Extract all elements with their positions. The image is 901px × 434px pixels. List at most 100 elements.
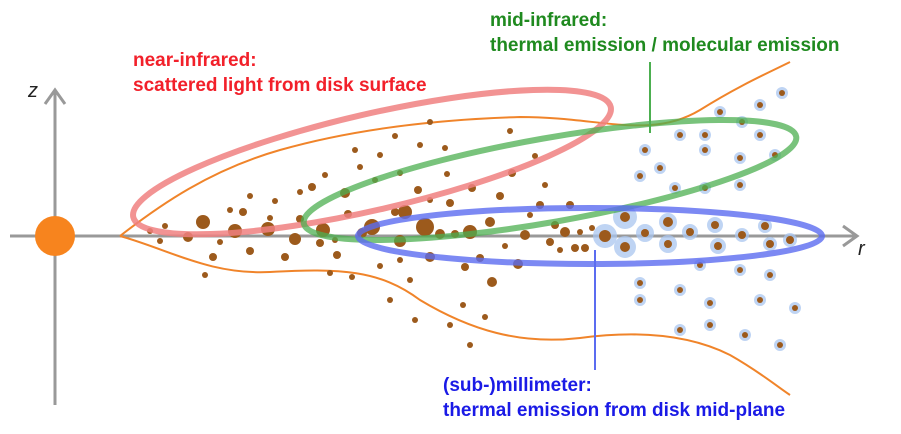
dust-grain	[571, 244, 579, 252]
dust-grain	[482, 314, 488, 320]
dust-grain	[447, 322, 453, 328]
dust-grain	[407, 277, 413, 283]
dust-grain	[589, 225, 595, 231]
dust-grain	[560, 227, 570, 237]
dust-grain	[162, 223, 168, 229]
dust-grain	[707, 322, 713, 328]
dust-grain	[717, 109, 723, 115]
dust-grain	[757, 297, 763, 303]
dust-grain	[767, 272, 773, 278]
r-axis-label: r	[858, 238, 865, 260]
dust-grain	[272, 198, 278, 204]
r-axis-arrow-icon	[842, 224, 860, 248]
submillimeter-label: (sub-)millimeter: thermal emission from …	[443, 373, 785, 423]
dust-grain	[520, 230, 530, 240]
dust-grain	[467, 342, 473, 348]
z-axis-label: z	[28, 80, 38, 102]
near-infrared-title: near-infrared:	[133, 50, 257, 71]
dust-grain	[542, 182, 548, 188]
near-infrared-label: near-infrared: scattered light from disk…	[133, 48, 427, 98]
dust-grain	[786, 236, 794, 244]
dust-grain	[485, 217, 495, 227]
dust-grain	[620, 242, 630, 252]
dust-grain	[461, 263, 469, 271]
dust-grain	[557, 247, 563, 253]
dust-grain	[281, 253, 289, 261]
dust-grain	[737, 182, 743, 188]
dust-grain	[641, 229, 649, 237]
dust-grain	[196, 215, 210, 229]
dust-grain	[392, 133, 398, 139]
dust-grain	[227, 207, 233, 213]
dust-grain	[507, 128, 513, 134]
z-axis-arrow-icon	[43, 87, 67, 105]
dust-grain	[761, 222, 769, 230]
dust-grain	[446, 199, 454, 207]
dust-grain	[387, 297, 393, 303]
dust-grain	[737, 155, 743, 161]
dust-grain	[677, 132, 683, 138]
dust-grain	[377, 263, 383, 269]
dust-grain	[352, 147, 358, 153]
dust-grain	[742, 332, 748, 338]
dust-grain	[707, 300, 713, 306]
dust-grain	[442, 145, 448, 151]
dust-grain	[349, 274, 355, 280]
dust-grain	[779, 90, 785, 96]
dust-grain	[702, 132, 708, 138]
dust-grain	[157, 238, 163, 244]
dust-grain	[412, 317, 418, 323]
dust-grain	[308, 183, 316, 191]
dust-grain	[657, 165, 663, 171]
dust-grain	[322, 172, 328, 178]
dust-grain	[757, 132, 763, 138]
dust-grain	[527, 212, 533, 218]
dust-grain	[714, 242, 722, 250]
dust-grain	[416, 218, 434, 236]
dust-grain	[766, 240, 774, 248]
dust-grain	[414, 186, 422, 194]
dust-grain	[357, 164, 363, 170]
dust-grain	[711, 221, 719, 229]
dust-grain	[777, 342, 783, 348]
dust-grain	[546, 238, 554, 246]
dust-grain	[267, 215, 273, 221]
dust-grain	[487, 277, 497, 287]
disk-outline	[119, 61, 791, 396]
dust-grain	[637, 297, 643, 303]
dust-grains	[147, 87, 801, 351]
dust-grain	[209, 253, 217, 261]
near-infrared-description: scattered light from disk surface	[133, 75, 427, 96]
dust-grain	[289, 233, 301, 245]
dust-grain	[577, 229, 583, 235]
dust-grain	[677, 327, 683, 333]
mid-infrared-description: thermal emission / molecular emission	[490, 35, 840, 56]
dust-grain	[377, 152, 383, 158]
dust-grain	[737, 267, 743, 273]
dust-grain	[738, 231, 746, 239]
dust-grain	[677, 287, 683, 293]
dust-grain	[427, 119, 433, 125]
dust-grain	[757, 102, 763, 108]
dust-grain	[444, 171, 450, 177]
dust-grain	[686, 228, 694, 236]
dust-grain	[496, 192, 504, 200]
dust-grain	[663, 217, 673, 227]
dust-grain	[460, 302, 466, 308]
dust-grain	[637, 280, 643, 286]
dust-grain	[672, 185, 678, 191]
dust-grain	[599, 230, 611, 242]
mid-infrared-region	[300, 117, 800, 243]
dust-grain	[239, 208, 247, 216]
mid-infrared-title: mid-infrared:	[490, 10, 608, 31]
dust-grain	[620, 212, 630, 222]
central-star	[35, 216, 75, 256]
dust-grain	[247, 193, 253, 199]
dust-grain	[642, 147, 648, 153]
submillimeter-description: thermal emission from disk mid-plane	[443, 400, 786, 421]
dust-grain	[502, 243, 508, 249]
axes	[10, 87, 860, 405]
dust-grain	[637, 173, 643, 179]
dust-grain	[397, 257, 403, 263]
